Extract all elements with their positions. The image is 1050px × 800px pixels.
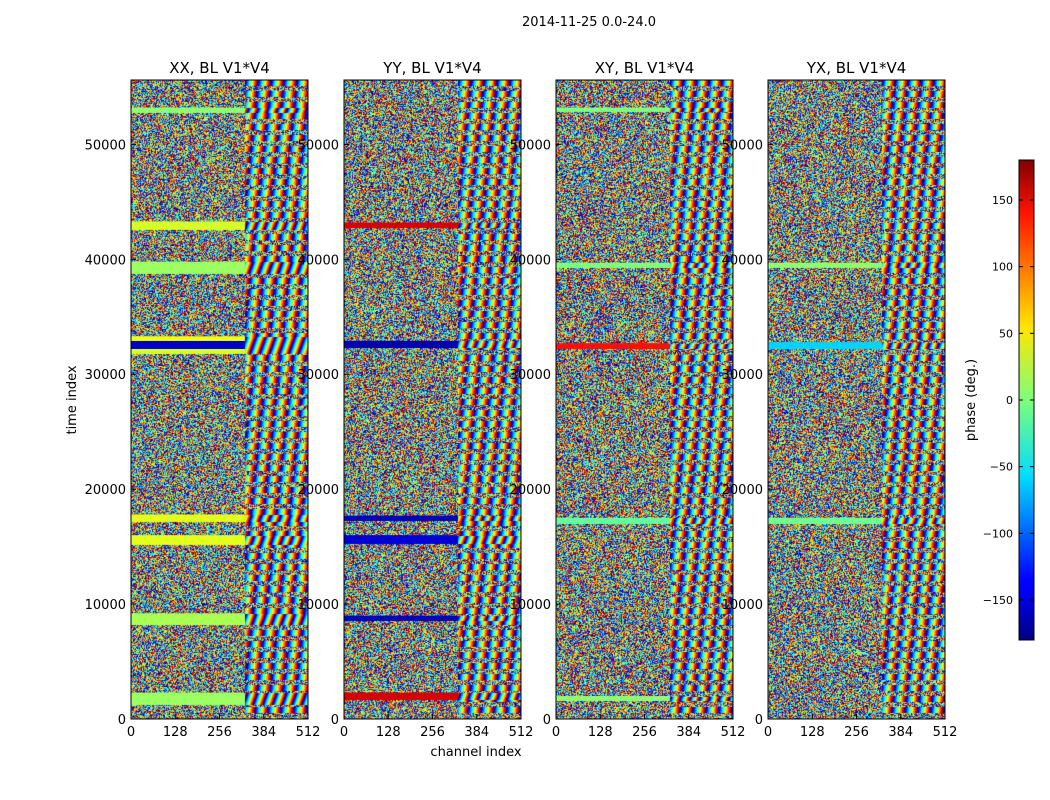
panel-3: YX, BL V1*V4 0 128 256 384 512 0 10000 20000 3000… — [722, 59, 958, 740]
heatmap-panels: XX, BL V1*V4 0 128 256 384 512 0 10000 20000 3000… — [85, 59, 958, 740]
panel-0-heatmap-image — [131, 80, 308, 719]
panel-3-xtick-label-0: 0 — [764, 725, 772, 740]
panel-2-ytick-label-10000: 10000 — [510, 598, 551, 613]
panel-1-band-5 — [344, 222, 458, 228]
panel-0-band-7 — [131, 261, 245, 274]
figure-title: 2014-11-25 0.0-24.0 — [522, 15, 656, 30]
panel-0-band-8 — [131, 221, 245, 230]
panel-0: XX, BL V1*V4 0 128 256 384 512 0 10000 20000 3000… — [85, 59, 321, 740]
panel-0-xtick-label-256: 256 — [207, 725, 232, 740]
y-axis-label: time index — [65, 365, 80, 434]
panel-1-xtick-label-256: 256 — [420, 725, 445, 740]
panel-1-band-0 — [344, 692, 458, 700]
panel-0-band-2 — [131, 535, 245, 545]
panel-2-band-1 — [556, 517, 670, 524]
panel-0-ytick-label-30000: 30000 — [85, 368, 126, 383]
panel-1-ytick-label-40000: 40000 — [298, 253, 339, 268]
colorbar-tick-label-1: 100 — [992, 261, 1013, 274]
panel-1-band-2 — [344, 535, 458, 544]
panel-1: YY, BL V1*V4 0 128 256 384 512 0 10000 20000 3000… — [298, 59, 534, 740]
panel-0-band-5 — [131, 340, 245, 349]
panel-1-band-1 — [344, 615, 458, 621]
panel-2-xtick-label-128: 128 — [588, 725, 613, 740]
panel-2-band-0 — [556, 696, 670, 701]
panel-0-xtick-label-128: 128 — [163, 725, 188, 740]
panel-2-xtick-label-384: 384 — [676, 725, 701, 740]
panel-2-ytick-label-30000: 30000 — [510, 368, 551, 383]
panel-0-title: XX, BL V1*V4 — [169, 59, 270, 77]
panel-3-xtick-label-384: 384 — [888, 725, 913, 740]
colorbar-tick-label-3: 0 — [1006, 394, 1013, 407]
panel-3-ytick-label-30000: 30000 — [722, 368, 763, 383]
colorbar-tick-label-2: 50 — [999, 327, 1013, 340]
panel-2-ytick-label-0: 0 — [543, 713, 551, 728]
panel-1-xtick-label-512: 512 — [509, 725, 534, 740]
panel-1-ytick-label-20000: 20000 — [298, 483, 339, 498]
x-axis-label: channel index — [430, 745, 521, 760]
panel-1-ytick-label-10000: 10000 — [298, 598, 339, 613]
panel-1-ytick-label-0: 0 — [331, 713, 339, 728]
panel-0-ytick-label-20000: 20000 — [85, 483, 126, 498]
panel-3-xtick-label-256: 256 — [844, 725, 869, 740]
panel-0-xtick-label-0: 0 — [127, 725, 135, 740]
panel-2-xtick-label-512: 512 — [721, 725, 746, 740]
panel-2-band-4 — [556, 107, 670, 112]
panel-3-band-1 — [768, 342, 882, 349]
panel-2-ytick-label-40000: 40000 — [510, 253, 551, 268]
panel-0-ytick-label-10000: 10000 — [85, 598, 126, 613]
panel-2-band-3 — [556, 262, 670, 268]
panel-0-band-9 — [131, 107, 245, 113]
panel-3-xtick-label-128: 128 — [800, 725, 825, 740]
panel-2: XY, BL V1*V4 0 128 256 384 512 0 10000 20000 3000… — [510, 59, 746, 740]
panel-0-band-6 — [131, 336, 245, 341]
panel-2-title: XY, BL V1*V4 — [595, 59, 695, 77]
panel-1-title: YY, BL V1*V4 — [382, 59, 481, 77]
panel-0-band-0 — [131, 692, 245, 705]
panel-1-band-4 — [344, 340, 458, 348]
panel-3-ytick-label-50000: 50000 — [722, 138, 763, 153]
panel-2-ytick-label-20000: 20000 — [510, 483, 551, 498]
panel-3-ytick-label-20000: 20000 — [722, 483, 763, 498]
panel-2-ytick-label-50000: 50000 — [510, 138, 551, 153]
panel-1-xtick-label-384: 384 — [464, 725, 489, 740]
panel-0-ytick-label-50000: 50000 — [85, 138, 126, 153]
panel-3-ytick-label-0: 0 — [755, 713, 763, 728]
panel-1-xtick-label-0: 0 — [340, 725, 348, 740]
panel-3-band-0 — [768, 517, 882, 524]
colorbar-tick-label-0: 150 — [992, 194, 1013, 207]
panel-3-title: YX, BL V1*V4 — [806, 59, 907, 77]
colorbar: 150 100 50 0 −50 −100 −150 — [983, 159, 1035, 641]
colorbar-tick-label-4: −50 — [990, 461, 1013, 474]
panel-1-xtick-label-128: 128 — [376, 725, 401, 740]
panel-0-band-3 — [131, 514, 245, 522]
panel-1-heatmap-image — [344, 80, 521, 719]
panel-1-ytick-label-50000: 50000 — [298, 138, 339, 153]
panel-3-xtick-label-512: 512 — [933, 725, 958, 740]
panel-3-ytick-label-40000: 40000 — [722, 253, 763, 268]
panel-2-xtick-label-256: 256 — [632, 725, 657, 740]
panel-1-ytick-label-30000: 30000 — [298, 368, 339, 383]
panel-2-xtick-label-0: 0 — [552, 725, 560, 740]
panel-2-heatmap-image — [556, 80, 733, 719]
panel-0-xtick-label-384: 384 — [251, 725, 276, 740]
panel-1-band-3 — [344, 515, 458, 521]
panel-0-ytick-label-0: 0 — [118, 713, 126, 728]
panel-0-xtick-label-512: 512 — [296, 725, 321, 740]
panel-3-heatmap-image — [768, 80, 945, 719]
panel-0-band-1 — [131, 613, 245, 625]
panel-0-band-4 — [131, 348, 245, 354]
panel-2-band-2 — [556, 343, 670, 349]
colorbar-tick-label-5: −100 — [983, 527, 1013, 540]
colorbar-label: phase (deg.) — [964, 359, 979, 441]
panel-3-band-2 — [768, 262, 882, 268]
panel-0-ytick-label-40000: 40000 — [85, 253, 126, 268]
colorbar-tick-label-6: −150 — [983, 594, 1013, 607]
panel-3-ytick-label-10000: 10000 — [722, 598, 763, 613]
